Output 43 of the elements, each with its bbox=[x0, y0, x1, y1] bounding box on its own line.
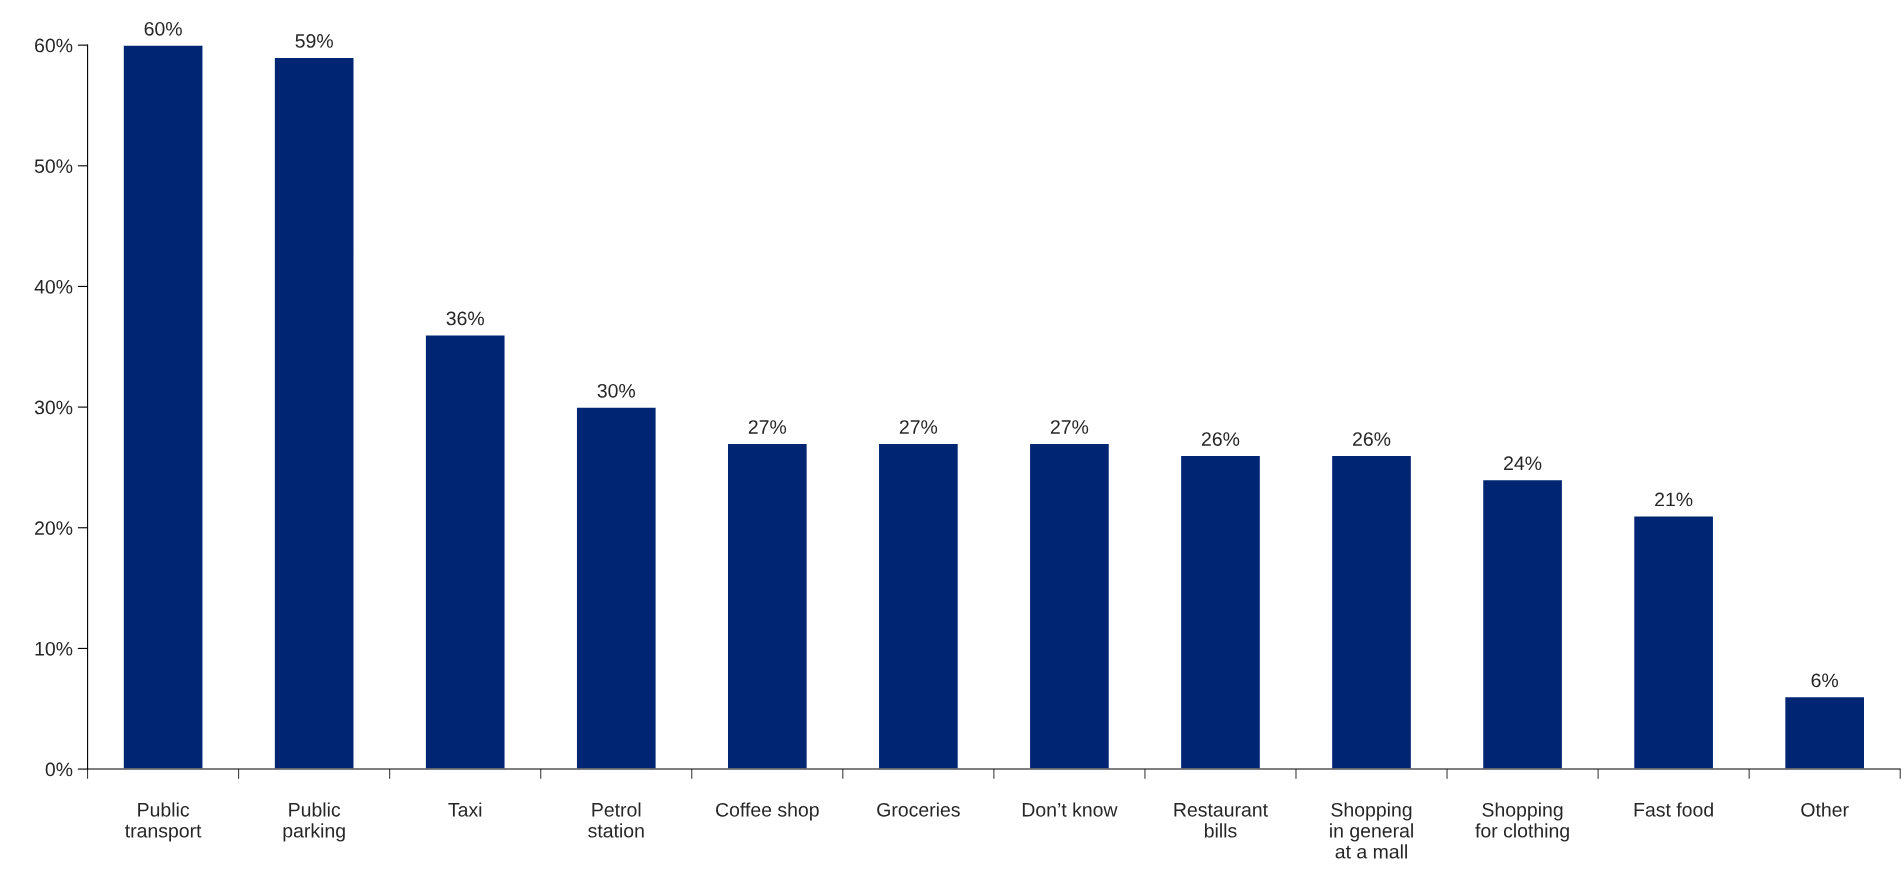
x-tick-label: Coffee shop bbox=[716, 802, 819, 821]
bar bbox=[1028, 442, 1111, 770]
y-tick-label: 0% bbox=[45, 762, 73, 777]
data-label: 6% bbox=[1811, 673, 1839, 688]
y-tick-label: 60% bbox=[35, 38, 73, 53]
x-tick-label: Public parking bbox=[283, 802, 345, 842]
x-tick-label: Taxi bbox=[448, 802, 482, 817]
y-tick-label: 30% bbox=[34, 400, 73, 415]
x-tick-label: Petrol station bbox=[588, 802, 644, 838]
data-label: 26% bbox=[1353, 432, 1391, 446]
x-tick-label: Fast food bbox=[1634, 802, 1713, 817]
data-label: 59% bbox=[295, 34, 333, 48]
bar bbox=[877, 442, 960, 770]
x-tick-label: Don’t know bbox=[1022, 802, 1118, 817]
bar bbox=[1330, 454, 1413, 770]
bar bbox=[122, 45, 204, 770]
y-tick-label: 50% bbox=[34, 159, 73, 174]
x-tick-label: Groceries bbox=[877, 802, 960, 817]
bar bbox=[1632, 514, 1715, 770]
data-label: 27% bbox=[748, 420, 787, 434]
data-label: 24% bbox=[1504, 456, 1542, 471]
data-label: 26% bbox=[1201, 432, 1240, 446]
data-label: 27% bbox=[1050, 420, 1089, 434]
x-tick-label: Other bbox=[1801, 802, 1849, 817]
bar bbox=[726, 442, 809, 770]
y-tick-label: 40% bbox=[34, 279, 73, 294]
bar bbox=[273, 56, 355, 770]
x-tick-label: Shopping in general at a mall bbox=[1330, 802, 1413, 859]
y-tick-label: 20% bbox=[35, 521, 73, 535]
bar bbox=[575, 406, 657, 770]
bar bbox=[1481, 478, 1564, 770]
data-label: 36% bbox=[446, 311, 484, 326]
bar bbox=[1783, 695, 1866, 770]
data-label: 60% bbox=[144, 21, 182, 36]
bar bbox=[424, 334, 506, 770]
x-tick-label: Public transport bbox=[125, 802, 202, 842]
x-tick-label: Shopping for clothing bbox=[1475, 802, 1569, 842]
data-label: 30% bbox=[597, 383, 636, 398]
bar bbox=[1179, 454, 1262, 770]
data-label: 27% bbox=[899, 420, 938, 434]
y-tick-label: 10% bbox=[35, 641, 73, 656]
x-tick-label: Restaurant bills bbox=[1174, 803, 1268, 838]
data-label: 21% bbox=[1655, 492, 1693, 507]
